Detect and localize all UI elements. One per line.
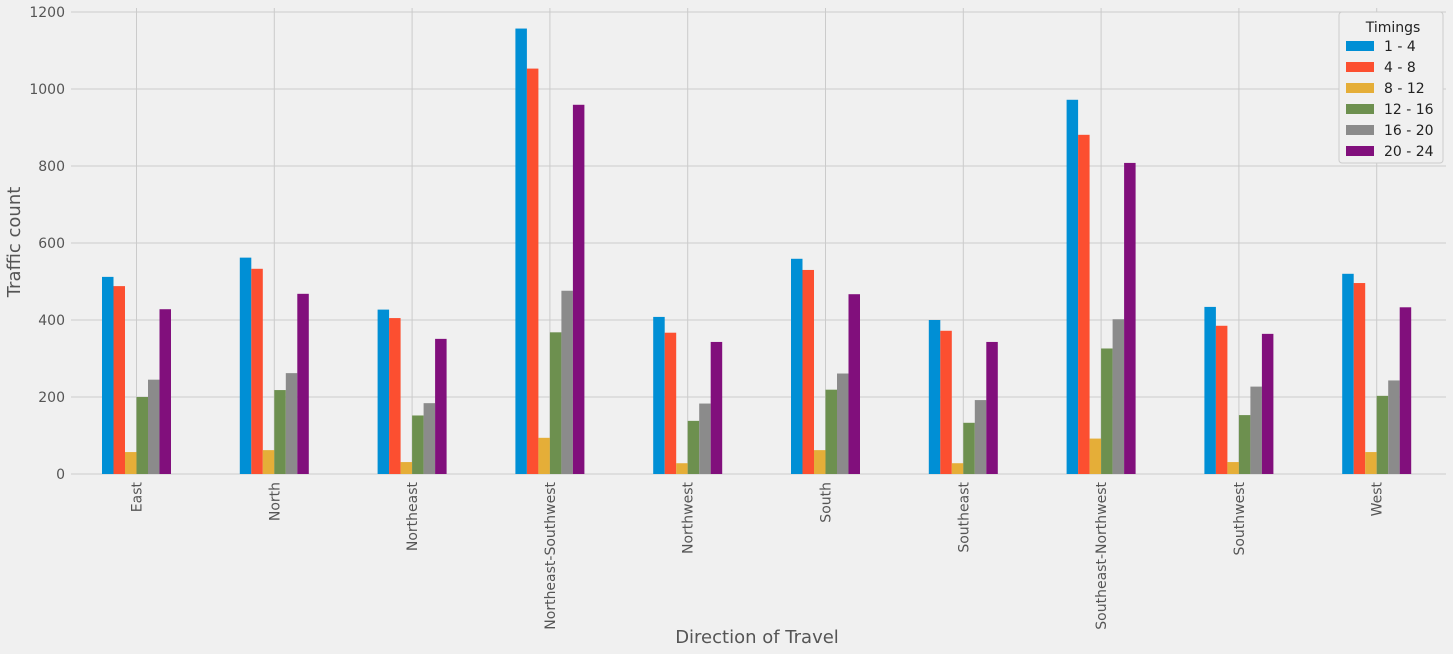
bar [1112, 319, 1125, 474]
y-tick-label: 800 [38, 159, 65, 175]
x-axis-ticks: East North Northeast Northeast-Southwest Nor… [130, 481, 1386, 629]
bar [687, 420, 700, 474]
y-tick-label: 600 [38, 236, 65, 252]
x-tick-label: Northwest [681, 482, 697, 555]
legend-entry: 20 - 24 [1384, 144, 1434, 160]
bar [285, 373, 298, 474]
bar [572, 104, 585, 474]
legend-swatch [1346, 146, 1374, 156]
bar [1124, 162, 1136, 475]
legend-entry: 8 - 12 [1384, 81, 1425, 97]
bar [1215, 325, 1228, 474]
bar [435, 338, 447, 474]
bar [676, 463, 688, 474]
bar [974, 400, 987, 474]
bar [561, 290, 573, 474]
bar [102, 276, 114, 474]
x-tick-label: West [1370, 481, 1386, 516]
bar [802, 269, 814, 474]
bar [148, 379, 160, 474]
legend-title: Timings [1365, 20, 1421, 36]
legend: Timings 1 - 4 4 - 8 8 - 12 12 - 16 16 - 20 20… [1338, 11, 1444, 164]
x-tick-label: East [130, 482, 146, 513]
bar [538, 437, 550, 474]
x-tick-label: South [819, 482, 835, 523]
x-tick-label: Southwest [1232, 482, 1248, 556]
x-tick-label: Northeast [405, 481, 421, 551]
bar [837, 373, 849, 474]
y-tick-label: 400 [38, 313, 65, 329]
legend-entry: 1 - 4 [1384, 39, 1416, 55]
bar [1089, 438, 1102, 474]
legend-swatch [1346, 83, 1374, 93]
bar [1250, 386, 1262, 474]
bar [986, 341, 998, 474]
bar [251, 268, 263, 474]
bar [526, 68, 539, 474]
bar [262, 450, 275, 474]
y-tick-label: 1200 [29, 5, 65, 21]
bar [400, 462, 413, 474]
bar [699, 403, 711, 474]
bar [423, 403, 436, 474]
bars [102, 28, 1412, 475]
bar [951, 463, 964, 474]
bar [848, 294, 860, 474]
bar [710, 341, 723, 474]
legend-swatch [1346, 41, 1374, 51]
bar [1238, 415, 1251, 474]
y-tick-label: 1000 [29, 82, 65, 98]
legend-swatch [1346, 125, 1374, 135]
bar [1376, 395, 1389, 474]
bar [1365, 452, 1377, 474]
legend-entry: 12 - 16 [1384, 102, 1434, 118]
bar [1399, 307, 1412, 474]
bar [377, 309, 390, 474]
legend-swatch [1346, 104, 1374, 114]
bar [1204, 306, 1216, 474]
bar [515, 28, 527, 475]
bar [113, 286, 125, 474]
bar [1101, 348, 1113, 474]
bar [1388, 380, 1400, 474]
bar [412, 415, 424, 474]
bar [1353, 283, 1366, 474]
bar [239, 257, 252, 474]
bar [1342, 273, 1354, 474]
bar [136, 397, 148, 474]
legend-entry: 16 - 20 [1384, 123, 1434, 139]
y-tick-label: 200 [38, 390, 65, 406]
bar [791, 258, 803, 474]
bar [940, 330, 952, 474]
bar [1078, 134, 1090, 474]
bar [928, 320, 941, 474]
bar [664, 332, 677, 474]
x-axis-label: Direction of Travel [675, 627, 839, 648]
x-tick-label: Southeast [956, 481, 972, 552]
bar [814, 450, 826, 474]
legend-swatch [1346, 62, 1374, 72]
bar [389, 318, 401, 474]
bar [549, 332, 562, 474]
bar [297, 293, 309, 474]
x-tick-label: North [267, 482, 283, 521]
bar [1227, 462, 1239, 474]
legend-entry: 4 - 8 [1384, 60, 1416, 76]
bar [825, 389, 837, 474]
bar [159, 309, 171, 474]
bar [274, 390, 286, 474]
bar [963, 422, 975, 474]
y-axis-ticks: 0 200 400 600 800 1000 1200 [29, 5, 65, 483]
bar [125, 452, 137, 474]
y-tick-label: 0 [56, 467, 65, 483]
bar [653, 316, 665, 474]
y-axis-label: Traffic count [4, 187, 25, 299]
x-tick-label: Northeast-Southwest [543, 481, 559, 629]
bar [1066, 99, 1079, 474]
bar [1261, 333, 1274, 474]
x-tick-label: Southeast-Northwest [1094, 481, 1110, 629]
